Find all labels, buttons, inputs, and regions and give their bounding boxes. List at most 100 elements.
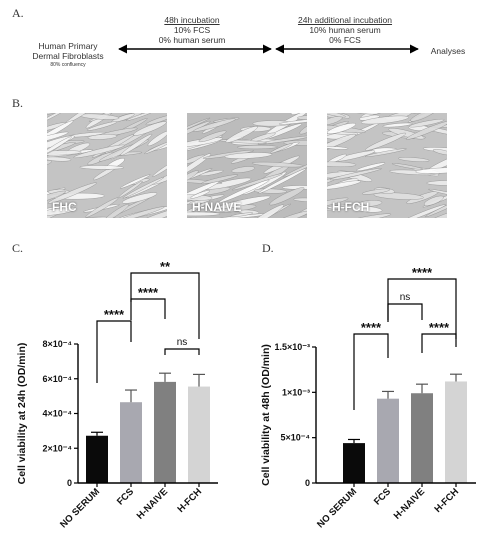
significance-bracket (130, 272, 200, 339)
y-tick-label: 0 (67, 478, 72, 488)
bar (86, 435, 108, 483)
cell-shape (47, 182, 97, 204)
cell-shape (144, 141, 167, 155)
cell-shape (83, 216, 120, 218)
cell-shape (327, 122, 356, 135)
significance-bracket (421, 333, 457, 353)
cell-shape (201, 174, 239, 185)
cell-shape (327, 133, 357, 152)
cell-shape (47, 150, 82, 156)
x-tick-label: H-FCH (175, 486, 204, 515)
cell-shape (47, 131, 69, 144)
cell-shape (187, 217, 197, 218)
cell-shape (257, 135, 307, 145)
micrograph-label: H-FCH (332, 200, 370, 214)
panel-label-a: A. (12, 6, 24, 20)
cell-shape (85, 197, 119, 218)
cell-shape (217, 195, 271, 209)
x-tick-label: NO SERUM (315, 486, 359, 530)
cell-shape (296, 115, 307, 120)
timeline-start-label-1: Human Primary (38, 41, 98, 51)
cell-shape (405, 120, 447, 140)
significance-label: **** (138, 285, 159, 300)
cell-shape (356, 162, 386, 172)
cell-shape (299, 122, 307, 135)
y-tick-label: 6×10⁻⁴ (43, 374, 72, 384)
cell-shape (225, 126, 258, 143)
cell-shape (293, 197, 307, 202)
y-tick-label: 4×10⁻⁴ (43, 409, 72, 419)
cell-shape (410, 113, 437, 122)
micrograph-label: FHC (52, 200, 77, 214)
cell-shape (364, 132, 407, 151)
cell-shape (426, 180, 447, 186)
x-tick-label: FCS (115, 486, 136, 507)
cell-shape (391, 163, 423, 170)
timeline-step2-line1: 10% human serum (309, 25, 381, 35)
cell-shape (364, 148, 407, 157)
cell-shape (257, 168, 307, 194)
y-tick-label: 5×10⁻⁴ (281, 433, 310, 443)
cell-shape (190, 190, 211, 199)
cell-shape (118, 180, 143, 198)
y-tick-label: 1.5×10⁻³ (274, 342, 310, 352)
cell-shape (422, 147, 447, 154)
bar (154, 381, 176, 483)
significance-bracket (353, 333, 389, 410)
chart-c-24h: 0 2×10⁻⁴ 4×10⁻⁴ 6×10⁻⁴ 8×10⁻⁴ Cell viability … (16, 259, 218, 530)
cell-shape (269, 187, 305, 206)
cell-shape (361, 188, 391, 195)
cell-shape (419, 209, 447, 218)
cell-shape (290, 113, 307, 115)
bar (411, 393, 433, 483)
y-tick-label: 2×10⁻⁴ (43, 443, 72, 453)
cell-shape (47, 207, 77, 216)
cell-shape (423, 195, 444, 206)
cell-shape (125, 113, 155, 121)
y-tick-label: 8×10⁻⁴ (43, 339, 72, 349)
cell-shape (147, 130, 167, 147)
significance-bracket (96, 320, 132, 383)
significance-bracket (130, 298, 166, 320)
significance-label: **** (104, 307, 125, 322)
cell-shape (432, 149, 447, 156)
bar (343, 443, 365, 483)
significance-label: ** (160, 259, 171, 274)
cell-shape (187, 120, 211, 144)
cell-shape (251, 161, 304, 168)
panel-label-b: B. (12, 96, 24, 110)
cell-shape (187, 170, 199, 186)
cell-shape (121, 192, 158, 204)
bar (377, 398, 399, 483)
significance-label: **** (361, 320, 382, 335)
cell-shape (47, 190, 66, 207)
panel-label-d: D. (262, 241, 274, 255)
cell-shape (193, 118, 236, 132)
cell-shape (327, 161, 357, 167)
timeline-step2-title: 24h additional incubation (297, 15, 393, 25)
cell-shape (327, 180, 362, 190)
y-axis-label: Cell viability at 48h (OD/min) (260, 344, 272, 486)
cell-shape (218, 179, 270, 204)
bar (188, 386, 210, 483)
cell-shape (231, 166, 256, 173)
cell-shape (327, 204, 359, 211)
cell-shape (230, 212, 254, 218)
micrograph-h-naive: H-NAIVE (187, 113, 307, 218)
cell-shape (373, 192, 424, 200)
cell-shape (102, 203, 130, 218)
timeline-step1-line1: 10% FCS (173, 25, 211, 35)
cell-shape (79, 165, 125, 170)
y-tick-label: 1×10⁻³ (282, 387, 310, 397)
cell-shape (73, 144, 125, 159)
cell-shape (47, 113, 78, 118)
x-tick-label: FCS (372, 486, 393, 507)
cell-shape (360, 115, 409, 125)
timeline-arrows (118, 44, 419, 54)
timeline-step1-line2: 0% human serum (158, 35, 226, 45)
cell-shape (47, 156, 72, 162)
bar (120, 402, 142, 483)
cell-shape (425, 195, 447, 218)
cell-shape (382, 122, 413, 128)
